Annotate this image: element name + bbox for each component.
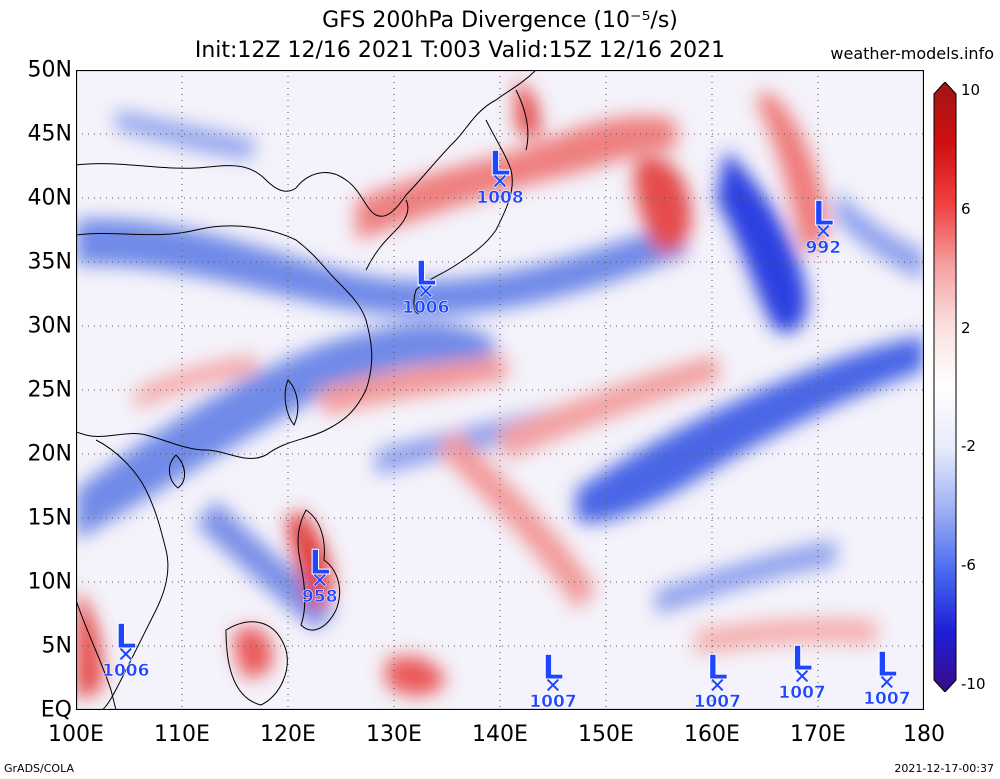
lat-tick-label: 20N [27, 441, 72, 467]
low-pressure-marker: L × 1007 [778, 639, 826, 703]
lat-tick-label: 25N [27, 377, 72, 403]
low-pressure-marker: L × 1007 [863, 645, 911, 710]
lat-tick-label: 5N [41, 633, 72, 659]
low-pressure-marker: L × 958 [302, 546, 338, 606]
lat-tick-label: 45N [27, 121, 72, 147]
lon-tick-label: 140E [472, 722, 528, 747]
low-center-icon: × [310, 568, 330, 593]
colorbar-label: -2 [961, 437, 976, 456]
divergence-field [76, 80, 924, 700]
lon-tick-label: 150E [578, 722, 634, 747]
low-letter: L [308, 543, 331, 583]
low-pressure-marker: L × 1006 [102, 617, 150, 682]
low-center-icon: × [814, 218, 833, 244]
lat-tick-label: 40N [27, 185, 72, 211]
coastlines [76, 70, 537, 710]
low-center-icon: × [792, 664, 812, 689]
low-pressure-marker: L × 1007 [529, 647, 577, 712]
lat-tick-label: 35N [27, 249, 72, 275]
footer-timestamp: 2021-12-17-00:37 [894, 762, 994, 775]
low-pressure-value: 1007 [693, 691, 741, 712]
low-center-icon: × [877, 670, 897, 696]
lon-tick-label: 180 [903, 722, 945, 747]
colorbar-label: 10 [961, 81, 981, 99]
lat-tick-label: 15N [27, 505, 72, 531]
lon-tick-label: 110E [154, 722, 210, 747]
low-pressure-marker: L × 992 [805, 193, 842, 258]
low-pressure-value: 1007 [529, 691, 577, 712]
lat-tick-label: 30N [27, 313, 72, 339]
map-subtitle: Init:12Z 12/16 2021 T:003 Valid:15Z 12/1… [194, 38, 726, 63]
low-letter: L [706, 647, 729, 688]
low-pressure-value: 1006 [402, 297, 450, 318]
low-pressure-value: 1008 [476, 187, 524, 208]
lat-tick-label: 10N [27, 569, 72, 595]
low-pressure-value: 1007 [778, 683, 826, 703]
low-pressure-marker: L × 1008 [476, 143, 524, 208]
low-pressure-value: 1006 [102, 661, 150, 682]
lon-tick-label: 170E [790, 722, 846, 747]
low-pressure-value: 958 [302, 587, 338, 607]
low-letter: L [542, 647, 565, 688]
lat-tick-label: 50N [27, 57, 72, 83]
low-pressure-value: 1007 [863, 689, 911, 710]
low-center-icon: × [416, 278, 436, 304]
colorbar-label: 6 [961, 199, 971, 218]
low-center-icon: × [543, 672, 563, 698]
colorbar-label: 2 [961, 318, 971, 337]
lon-tick-label: 130E [366, 722, 422, 747]
low-letter: L [114, 617, 137, 658]
site-credit: weather-models.info [830, 44, 994, 63]
footer-credit: GrADS/COLA [4, 762, 74, 775]
low-letter: L [812, 193, 835, 234]
colorbar-label: -6 [961, 556, 976, 575]
lon-tick-label: 100E [48, 722, 104, 747]
low-letter: L [876, 645, 899, 686]
lat-tick-label: EQ [40, 697, 72, 723]
low-letter: L [791, 639, 814, 679]
low-pressure-marker: L × 1007 [693, 647, 741, 712]
colorbar-label: -10 [961, 675, 986, 693]
low-pressure-marker: L × 1006 [402, 253, 450, 318]
low-letter: L [414, 253, 437, 294]
low-letter: L [489, 143, 512, 184]
map-plot [76, 70, 924, 710]
lon-tick-label: 160E [684, 722, 740, 747]
low-pressure-value: 992 [805, 237, 842, 258]
map-title: GFS 200hPa Divergence (10⁻⁵/s) [322, 8, 678, 33]
map-frame [76, 70, 924, 710]
low-center-icon: × [490, 168, 510, 194]
lon-tick-label: 120E [260, 722, 316, 747]
colorbar [933, 82, 957, 692]
low-center-icon: × [708, 672, 727, 698]
low-center-icon: × [116, 642, 136, 668]
